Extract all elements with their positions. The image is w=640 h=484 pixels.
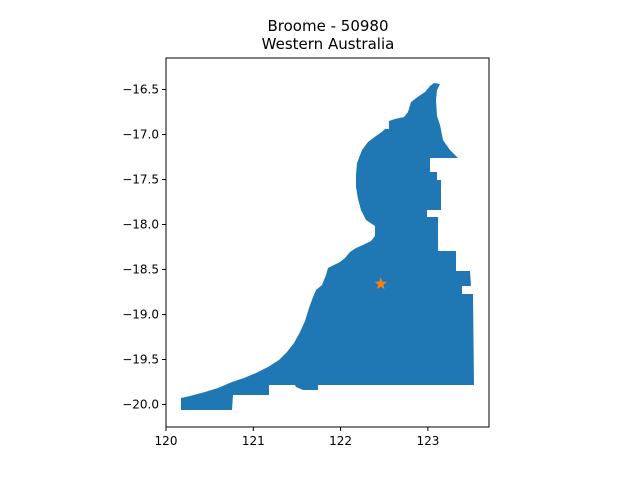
plot-border xyxy=(165,57,490,428)
y-tick-label: −17.5 xyxy=(122,173,159,187)
x-tick-label: 120 xyxy=(155,434,178,448)
x-axis: 120 121 122 123 xyxy=(155,427,439,448)
x-tick-label: 121 xyxy=(242,434,265,448)
y-tick-label: −19.5 xyxy=(122,353,159,367)
y-tick-label: −18.5 xyxy=(122,263,159,277)
y-tick-label: −20.0 xyxy=(122,398,159,412)
map-title-line1: Broome - 50980 xyxy=(268,17,389,35)
y-tick-label: −18.0 xyxy=(122,218,159,232)
y-axis: −16.5 −17.0 −17.5 −18.0 −18.5 −19.0 −19.5 −20.0 xyxy=(122,83,166,412)
broome-region-shape xyxy=(181,83,474,410)
y-tick-label: −16.5 xyxy=(122,83,159,97)
y-tick-label: −19.0 xyxy=(122,308,159,322)
x-tick-label: 123 xyxy=(416,434,439,448)
marker-layer xyxy=(374,277,387,290)
map-title-line2: Western Australia xyxy=(262,35,395,53)
star-marker-icon xyxy=(374,277,387,290)
y-tick-label: −17.0 xyxy=(122,128,159,142)
region-layer xyxy=(181,83,474,410)
axes-frame xyxy=(165,57,490,428)
x-tick-label: 122 xyxy=(329,434,352,448)
